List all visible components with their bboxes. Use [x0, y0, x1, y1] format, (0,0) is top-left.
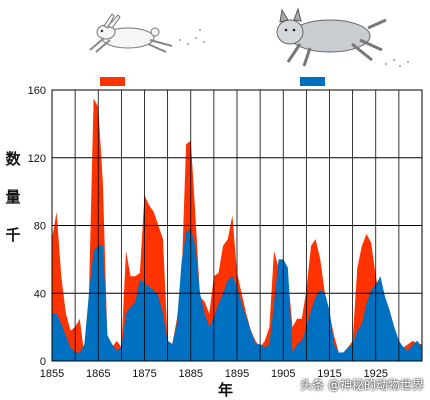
tick-layer: 0 40 80 120 160 1855 1865 1875 1885 1895 1905 1915 1… — [28, 85, 388, 380]
plot-frame — [51, 89, 423, 362]
lynx-icon — [276, 7, 409, 67]
y-axis-label-char-2: 量 — [5, 188, 21, 206]
y-tick-label: 40 — [34, 288, 46, 300]
x-tick-label: 1925 — [364, 368, 388, 380]
grid-layer — [51, 89, 423, 362]
watermark: 头条 @神秘的动物世界 — [300, 378, 424, 392]
x-tick-label: 1895 — [225, 368, 249, 380]
x-tick-label: 1905 — [271, 368, 295, 380]
hare-icon — [89, 13, 205, 53]
x-tick-label: 1875 — [132, 368, 156, 380]
x-tick-label: 1865 — [86, 368, 110, 380]
legend-swatch-lynx — [300, 77, 325, 86]
legend-swatch-hare — [100, 77, 125, 86]
y-axis-label-char-1: 数 — [5, 150, 21, 168]
x-tick-label: 1855 — [40, 368, 64, 380]
x-tick-label: 1885 — [179, 368, 203, 380]
x-tick-label: 1915 — [317, 368, 341, 380]
y-axis-label-char-3: 千 — [5, 226, 21, 244]
y-tick-label: 160 — [28, 85, 46, 97]
y-tick-label: 120 — [28, 153, 46, 165]
y-tick-label: 80 — [34, 221, 46, 233]
y-tick-label: 0 — [40, 356, 46, 368]
x-axis-label: 年 — [218, 381, 234, 399]
